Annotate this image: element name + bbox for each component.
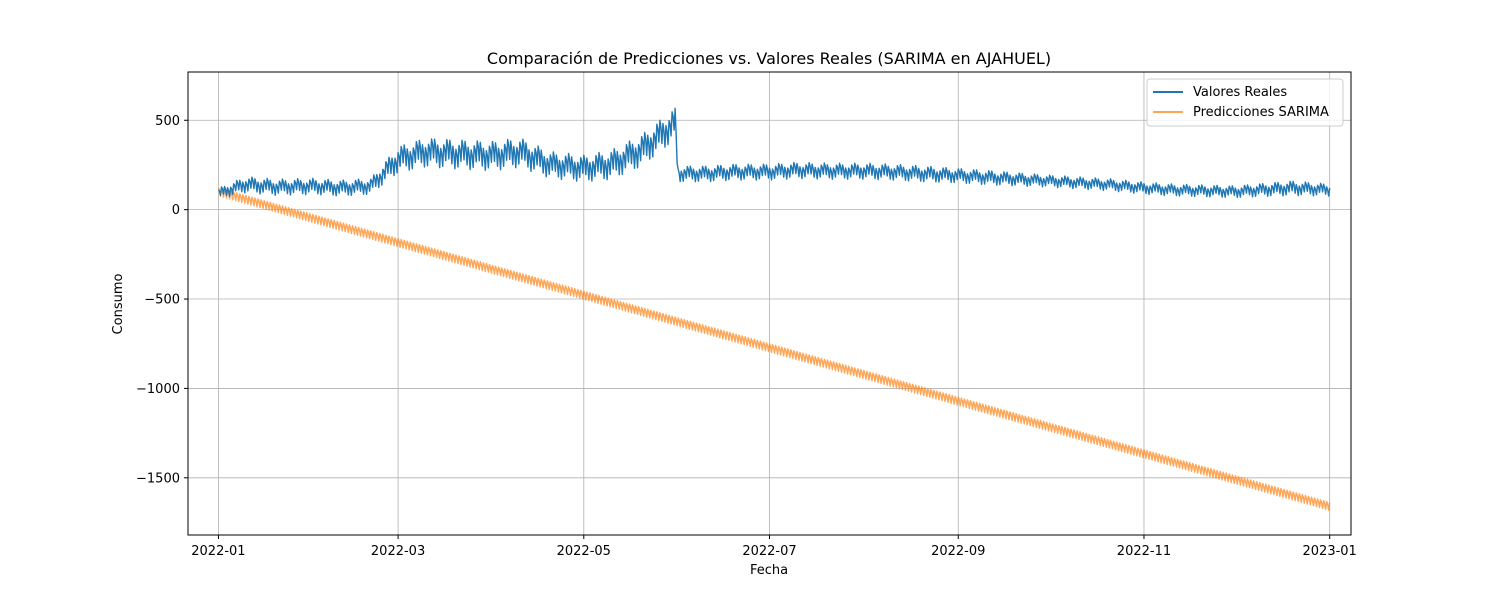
y-ticks: 500 0 −500 −1000 −1500 (136, 114, 188, 486)
x-ticks: 2022-01 2022-03 2022-05 2022-07 2022-09 2022-… (191, 535, 1357, 559)
legend: Valores Reales Predicciones SARIMA (1146, 78, 1344, 127)
x-tick-label: 2022-01 (191, 544, 245, 559)
x-tick-label: 2022-07 (742, 544, 796, 559)
grid (188, 72, 1351, 535)
x-tick-label: 2022-05 (557, 544, 611, 559)
y-axis-label: Consumo (111, 274, 126, 335)
legend-label-sarima: Predicciones SARIMA (1193, 105, 1329, 120)
chart-title: Comparación de Predicciones vs. Valores … (487, 49, 1051, 68)
series-layer (217, 107, 1331, 511)
legend-label-real: Valores Reales (1193, 85, 1287, 100)
x-tick-label: 2022-09 (931, 544, 985, 559)
x-tick-label: 2023-01 (1303, 544, 1357, 559)
y-tick-label: −1000 (136, 382, 180, 397)
series-line-valores-reales (217, 107, 1331, 199)
x-tick-label: 2022-11 (1117, 544, 1171, 559)
y-tick-label: 0 (172, 203, 180, 218)
y-tick-label: −1500 (136, 471, 180, 486)
x-axis-label: Fecha (750, 563, 788, 578)
legend-box (1146, 78, 1344, 127)
series-line-predicciones-sarima (217, 187, 1331, 511)
y-tick-label: −500 (144, 293, 180, 308)
y-tick-label: 500 (155, 114, 180, 129)
x-tick-label: 2022-03 (371, 544, 425, 559)
